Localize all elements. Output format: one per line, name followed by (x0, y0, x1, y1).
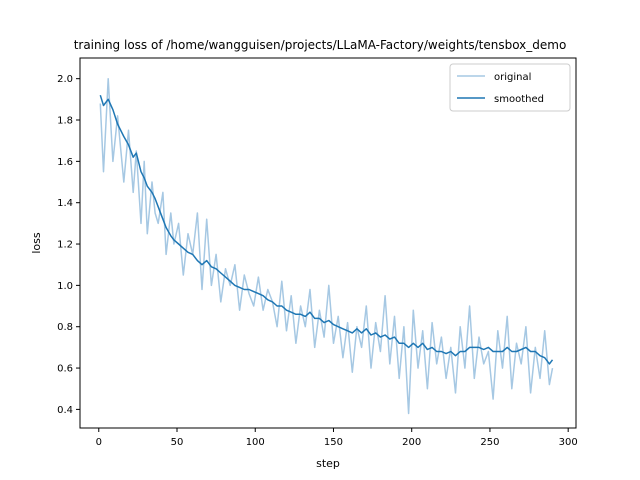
y-tick-label: 0.4 (57, 405, 73, 416)
chart-title: training loss of /home/wangguisen/projec… (74, 38, 567, 52)
x-tick-label: 100 (246, 437, 265, 448)
x-axis-label: step (316, 457, 340, 470)
y-tick-label: 0.6 (57, 364, 73, 375)
series-line-original (99, 77, 554, 415)
y-axis-label: loss (30, 232, 43, 254)
x-tick-label: 200 (402, 437, 421, 448)
legend-label-smoothed: smoothed (494, 94, 544, 105)
y-tick-label: 1.6 (57, 157, 73, 168)
x-tick-label: 0 (96, 437, 102, 448)
plot-area (80, 58, 576, 428)
x-tick-label: 250 (480, 437, 499, 448)
series-layer (99, 77, 554, 415)
y-tick-label: 1.8 (57, 116, 73, 127)
legend: original smoothed (449, 63, 571, 112)
x-tick-label: 50 (171, 437, 184, 448)
plot-frame (79, 57, 577, 429)
series-line-smoothed (99, 94, 554, 365)
y-tick-label: 0.8 (57, 322, 73, 333)
y-tick-label: 1.2 (57, 240, 73, 251)
y-tick-label: 1.0 (57, 281, 73, 292)
y-axis: 0.4 0.6 0.8 1.0 1.2 1.4 1.6 1.8 2.0 (57, 74, 80, 416)
legend-label-original: original (494, 72, 531, 83)
y-tick-label: 2.0 (57, 74, 73, 85)
x-tick-label: 300 (559, 437, 578, 448)
y-tick-label: 1.4 (57, 198, 73, 209)
x-tick-label: 150 (324, 437, 343, 448)
x-axis: 0 50 100 150 200 250 300 (96, 428, 578, 448)
